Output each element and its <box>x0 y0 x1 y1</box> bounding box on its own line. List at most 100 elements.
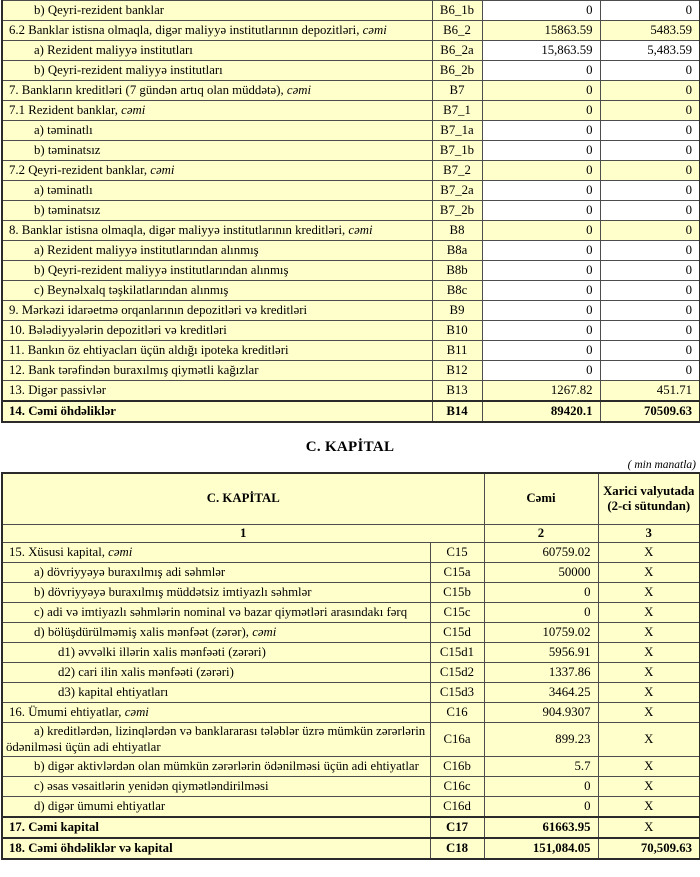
row-fx-cell: 0 <box>599 340 700 361</box>
row-code-cell: B7_2b <box>431 200 483 221</box>
table-row: 10. Bələdiyyələrin depozitləri və kredit… <box>1 320 700 341</box>
row-label-cell: b) Qeyri-rezident banklar <box>1 0 433 21</box>
capital-numbering-row: 1 2 3 <box>1 523 700 544</box>
row-total-cell: 904.9307 <box>483 702 599 724</box>
row-fx-cell: X <box>597 702 700 724</box>
row-code-cell: C15d1 <box>429 642 485 664</box>
row-code-cell: B7_2a <box>431 180 483 201</box>
row-total-cell: 0 <box>481 200 601 221</box>
table-row: b) dövriyyəyə buraxılmış müddətsiz imtiy… <box>1 582 700 604</box>
row-total-cell: 899.23 <box>483 722 599 758</box>
section-title: C. KAPİTAL <box>305 439 395 455</box>
capital-header-fx-cell: Xarici valyutada (2-ci sütundan) <box>597 472 700 525</box>
row-label-italic-suffix: cəmi <box>348 222 373 237</box>
row-total-cell: 0 <box>481 100 601 121</box>
row-label-italic-suffix: cəmi <box>150 162 175 177</box>
row-fx-cell: 5,483.59 <box>599 40 700 61</box>
row-total-cell: 5.7 <box>483 756 599 778</box>
row-label-cell: b) dövriyyəyə buraxılmış müddətsiz imtiy… <box>1 582 431 604</box>
row-label-cell: b) Qeyri-rezident maliyyə institutları <box>1 60 433 81</box>
table-row: d2) cari ilin xalis mənfəəti (zərəri) C15… <box>1 662 700 684</box>
row-fx-cell: 0 <box>599 180 700 201</box>
row-label-cell: 12. Bank tərəfindən buraxılmış qiymətli … <box>1 360 433 381</box>
row-label-cell: 13. Digər passivlər <box>1 380 433 402</box>
row-label-cell: a) təminatlı <box>1 180 433 201</box>
row-label-cell: a) təminatlı <box>1 120 433 141</box>
table-row: b) digər aktivlərdən olan mümkün zərərlə… <box>1 756 700 778</box>
row-fx-cell: 5483.59 <box>599 20 700 41</box>
row-label-cell: 16. Ümumi ehtiyatlar, cəmi <box>1 702 431 724</box>
table-row: d3) kapital ehtiyatları C15d3 3464.25 X <box>1 682 700 704</box>
row-total-cell: 0 <box>481 220 601 241</box>
row-label-cell: b) təminatsız <box>1 140 433 161</box>
table-row: b) Qeyri-rezident banklar B6_1b 0 0 <box>1 0 700 21</box>
row-fx-cell: X <box>597 796 700 818</box>
table-row: a) təminatlı B7_2a 0 0 <box>1 180 700 201</box>
row-fx-cell: 0 <box>599 120 700 141</box>
row-label-cell: 15. Xüsusi kapital, cəmi <box>1 542 431 564</box>
row-total-cell: 3464.25 <box>483 682 599 704</box>
row-fx-cell: 70,509.63 <box>597 837 700 860</box>
table-row: 11. Bankın öz ehtiyacları üçün aldığı ip… <box>1 340 700 361</box>
row-code-cell: B13 <box>431 380 483 402</box>
row-label-cell: 7. Bankların kreditləri (7 gündən artıq … <box>1 80 433 101</box>
row-label-cell: a) Rezident maliyyə institutları <box>1 40 433 61</box>
numbering-cell-1: 1 <box>1 523 485 544</box>
row-label-cell: 7.1 Rezident banklar, cəmi <box>1 100 433 121</box>
table-row: 9. Mərkəzi idarəetmə orqanlarının depozi… <box>1 300 700 321</box>
row-fx-cell: 0 <box>599 300 700 321</box>
row-code-cell: C15d2 <box>429 662 485 684</box>
row-code-cell: C16 <box>429 702 485 724</box>
table-row: c) adi və imtiyazlı səhmlərin nominal və… <box>1 602 700 624</box>
row-label-cell: a) Rezident maliyyə institutlarından alı… <box>1 240 433 261</box>
row-code-cell: B7_1 <box>431 100 483 121</box>
row-code-cell: C15c <box>429 602 485 624</box>
row-code-cell: B7 <box>431 80 483 101</box>
row-fx-cell: X <box>597 582 700 604</box>
row-label-cell: a) kreditlərdən, lizinqlərdən və banklar… <box>1 722 431 758</box>
row-fx-cell: X <box>597 816 700 839</box>
table-row: 7.1 Rezident banklar, cəmi B7_1 0 0 <box>1 100 700 121</box>
row-code-cell: C16d <box>429 796 485 818</box>
row-total-cell: 0 <box>481 60 601 81</box>
row-code-cell: B6_2a <box>431 40 483 61</box>
table-row: 8. Banklar istisna olmaqla, digər maliyy… <box>1 220 700 241</box>
row-fx-cell: 0 <box>599 200 700 221</box>
table-row: a) Rezident maliyyə institutları B6_2a 15,… <box>1 40 700 61</box>
row-fx-cell: 0 <box>599 240 700 261</box>
table-row: 14. Cəmi öhdəliklər B14 89420.1 70509.63 <box>1 400 700 423</box>
numbering-cell-2: 2 <box>483 523 599 544</box>
table-row: 13. Digər passivlər B13 1267.82 451.71 <box>1 380 700 402</box>
table-row: d) digər ümumi ehtiyatlar C16d 0 X <box>1 796 700 818</box>
row-code-cell: C18 <box>429 837 485 860</box>
capital-table: C. KAPİTAL Cəmi Xarici valyutada (2-ci s… <box>1 472 700 861</box>
unit-note: ( min manatla) <box>627 459 696 471</box>
capital-header-title-cell: C. KAPİTAL <box>1 472 485 525</box>
row-fx-cell: 0 <box>599 360 700 381</box>
row-fx-cell: 0 <box>599 80 700 101</box>
row-code-cell: C15b <box>429 582 485 604</box>
row-total-cell: 0 <box>481 160 601 181</box>
row-total-cell: 15,863.59 <box>481 40 601 61</box>
row-code-cell: B6_1b <box>431 0 483 21</box>
table-row: 16. Ümumi ehtiyatlar, cəmi C16 904.9307 X <box>1 702 700 724</box>
row-fx-cell: 0 <box>599 320 700 341</box>
row-label-italic-suffix: cəmi <box>286 82 312 97</box>
row-fx-cell: X <box>597 776 700 798</box>
row-fx-cell: 0 <box>599 100 700 121</box>
table-row: 18. Cəmi öhdəliklər və kapital C18 151,084… <box>1 837 700 860</box>
table-row: a) Rezident maliyyə institutlarından alı… <box>1 240 700 261</box>
row-total-cell: 0 <box>483 776 599 798</box>
row-label-cell: b) digər aktivlərdən olan mümkün zərərlə… <box>1 756 431 778</box>
table-row: a) dövriyyəyə buraxılmış adi səhmlər C15a… <box>1 562 700 584</box>
row-label-cell: c) adi və imtiyazlı səhmlərin nominal və… <box>1 602 431 624</box>
row-code-cell: C15d3 <box>429 682 485 704</box>
row-fx-cell: 0 <box>599 140 700 161</box>
numbering-cell-3: 3 <box>597 523 700 544</box>
row-fx-cell: 0 <box>599 220 700 241</box>
row-total-cell: 89420.1 <box>481 400 601 423</box>
row-code-cell: B7_1a <box>431 120 483 141</box>
table-row: b) təminatsız B7_1b 0 0 <box>1 140 700 161</box>
row-label-cell: d) bölüşdürülməmiş xalis mənfəət (zərər)… <box>1 622 431 644</box>
table-row: b) təminatsız B7_2b 0 0 <box>1 200 700 221</box>
